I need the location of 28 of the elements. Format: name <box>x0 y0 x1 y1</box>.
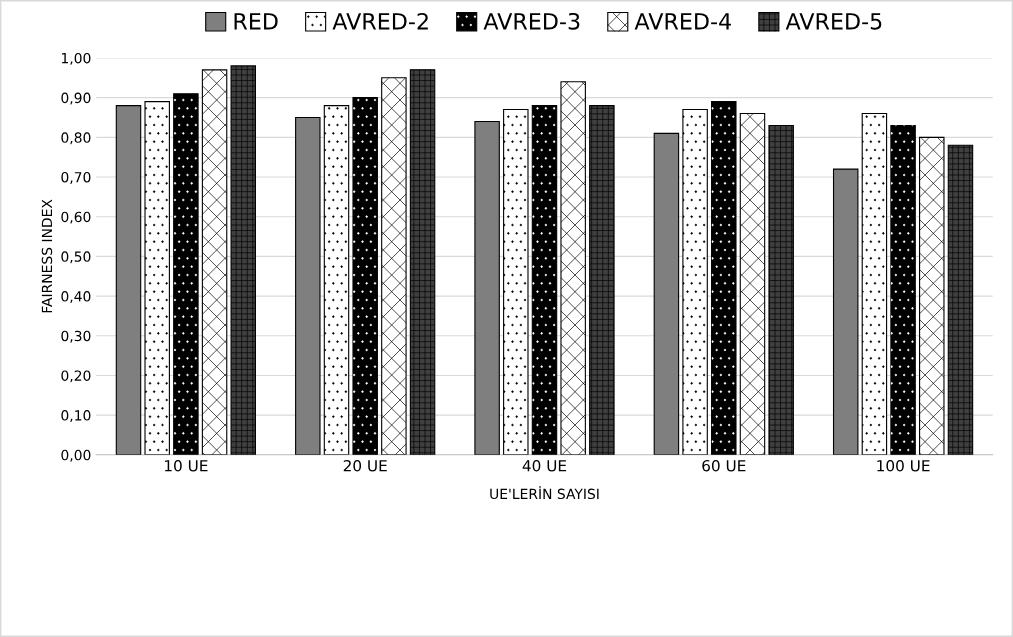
bar <box>295 116 321 455</box>
x-tick-label: 40 UE <box>522 459 567 472</box>
y-tick-label: 0,60 <box>61 211 91 224</box>
y-tick-label: 0,30 <box>61 330 91 343</box>
x-tick-label: 100 UE <box>877 459 930 472</box>
x-axis-title: UE'LERİN SAYISI <box>490 486 599 500</box>
x-tick-label: 20 UE <box>343 459 387 472</box>
y-tick-label: 0,10 <box>61 410 91 423</box>
y-tick-label: 1,00 <box>61 52 91 65</box>
legend-label: AVRED-5 <box>785 13 882 30</box>
bar <box>115 105 142 455</box>
legend-label: RED <box>234 13 278 30</box>
legend-label: AVRED-2 <box>332 12 428 30</box>
y-tick-label: 0,70 <box>61 171 91 184</box>
bar <box>832 168 859 455</box>
legend-label: AVRED-4 <box>634 13 731 30</box>
y-tick-label: 0,80 <box>61 132 91 145</box>
bar <box>474 120 500 455</box>
bar <box>653 132 680 455</box>
y-tick-label: 0,40 <box>61 291 91 303</box>
x-tick-label: 10 UE <box>165 459 208 472</box>
y-axis-title: FAIRNESS INDEX <box>41 199 53 313</box>
x-tick-label: 60 UE <box>702 459 746 472</box>
y-tick-label: 0,50 <box>61 251 91 264</box>
y-tick-label: 0,20 <box>61 370 91 383</box>
y-tick-label: 0,00 <box>61 449 91 462</box>
y-tick-label: 0,90 <box>61 92 91 105</box>
legend-label: AVRED-3 <box>483 12 580 30</box>
